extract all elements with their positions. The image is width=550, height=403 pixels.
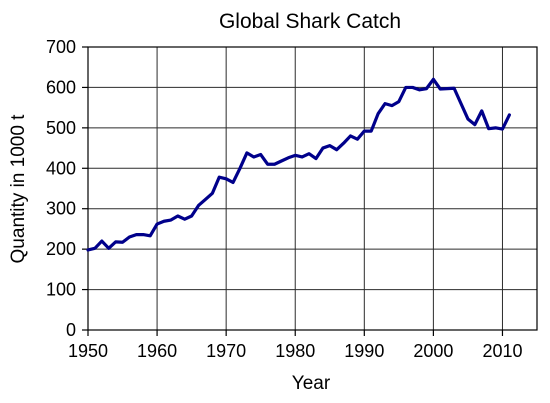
y-tick-label: 200 [46,239,76,259]
x-axis-label: Year [292,373,331,394]
grid-lines [87,46,537,331]
y-tick-label: 600 [46,77,76,97]
y-axis-label: Quantity in 1000 t [8,114,29,264]
x-tick-label: 2010 [482,341,522,361]
x-tick-label: 1960 [137,341,177,361]
axis-ticks [82,46,504,336]
y-tick-label: 0 [66,320,76,340]
series-line [86,77,511,252]
chart-title: Global Shark Catch [219,10,401,33]
y-tick-label: 500 [46,118,76,138]
y-tick-label: 300 [46,199,76,219]
x-tick-label: 2000 [413,341,453,361]
y-tick-label: 100 [46,280,76,300]
x-tick-labels: 1950 1960 1970 1980 1990 2000 2010 [68,341,523,361]
x-tick-label: 1970 [206,341,246,361]
x-tick-label: 1990 [344,341,384,361]
plot-frame [87,46,538,331]
y-tick-labels: 0 100 200 300 400 500 600 700 [46,37,76,340]
y-tick-label: 400 [46,158,76,178]
x-tick-label: 1950 [68,341,108,361]
x-tick-label: 1980 [275,341,315,361]
y-tick-label: 700 [46,37,76,57]
